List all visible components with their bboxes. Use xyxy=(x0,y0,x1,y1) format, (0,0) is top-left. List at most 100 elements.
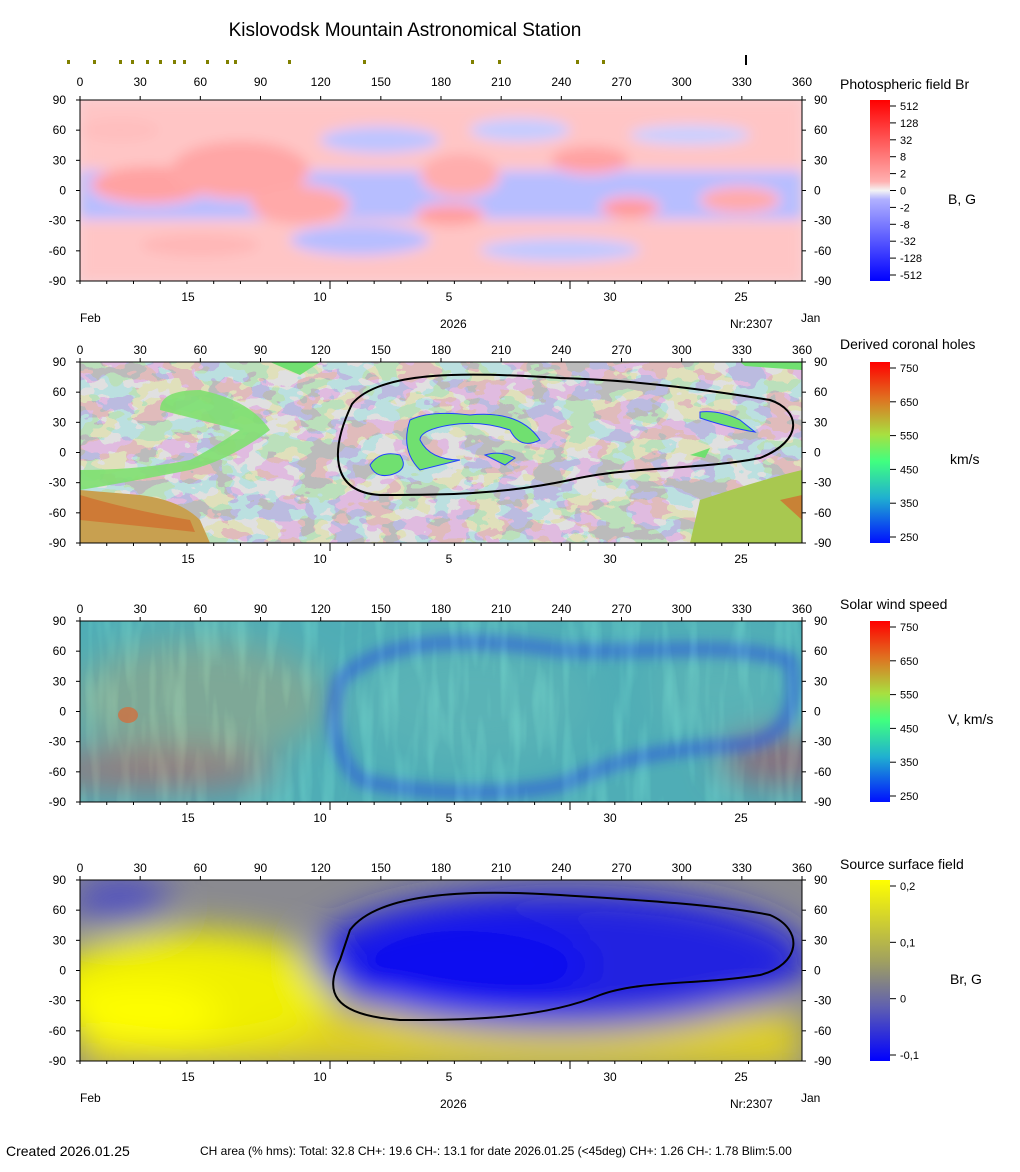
lon-tick-label: 0 xyxy=(77,75,84,89)
lat-tick-label: 60 xyxy=(814,903,828,917)
lat-tick-label: 90 xyxy=(53,873,67,887)
lon-tick-label: 60 xyxy=(194,861,208,875)
ruler-mark xyxy=(363,60,366,64)
lon-tick-label: 240 xyxy=(551,343,571,357)
date-tick-label: 30 xyxy=(603,552,617,566)
lon-tick-label: 30 xyxy=(133,861,147,875)
lon-tick-label: 180 xyxy=(431,861,451,875)
lat-tick-label: 60 xyxy=(53,123,67,137)
lat-tick-label: 30 xyxy=(814,153,828,167)
ruler-mark xyxy=(206,60,209,64)
lat-tick-label: 30 xyxy=(53,933,67,947)
lat-tick-label: -60 xyxy=(49,506,67,520)
colorbar-label: -2 xyxy=(900,202,910,214)
lat-tick-label: 0 xyxy=(59,964,66,978)
ruler-mark xyxy=(602,60,605,64)
ruler-mark xyxy=(119,60,122,64)
date-tick-label: 25 xyxy=(734,811,748,825)
lat-tick-label: 0 xyxy=(814,184,821,198)
date-tick-label: 10 xyxy=(313,290,327,304)
colorbar-label: 128 xyxy=(900,118,918,130)
panel-title-photospheric: Photospheric field Br xyxy=(840,76,970,92)
lon-tick-label: 270 xyxy=(611,343,631,357)
lat-tick-label: -30 xyxy=(49,476,67,490)
lon-tick-label: 330 xyxy=(732,861,752,875)
lon-tick-label: 0 xyxy=(77,861,84,875)
ruler-mark xyxy=(226,60,229,64)
footer-stats: CH area (% hms): Total: 32.8 CH+: 19.6 C… xyxy=(200,1144,792,1158)
date-label-year-bottom: 2026 xyxy=(440,1097,467,1111)
lat-tick-label: 0 xyxy=(814,446,821,460)
date-label-feb: Feb xyxy=(80,311,101,325)
colorbar-label: 450 xyxy=(900,464,918,476)
date-tick-label: 30 xyxy=(603,290,617,304)
date-tick-label: 15 xyxy=(181,811,195,825)
colorbar-label: 650 xyxy=(900,656,918,668)
lat-tick-label: -90 xyxy=(814,274,832,288)
date-tick-label: 10 xyxy=(313,552,327,566)
lon-tick-label: 300 xyxy=(672,343,692,357)
lat-tick-label: -60 xyxy=(49,1024,67,1038)
lat-tick-label: 90 xyxy=(814,355,828,369)
lat-tick-label: 0 xyxy=(59,184,66,198)
lat-tick-label: -90 xyxy=(814,795,832,809)
lon-tick-label: 270 xyxy=(611,75,631,89)
lat-tick-label: 60 xyxy=(53,903,67,917)
lat-tick-label: -90 xyxy=(49,274,67,288)
lat-tick-label: 30 xyxy=(814,415,828,429)
date-tick-label: 5 xyxy=(446,811,453,825)
unit-source-surface: Br, G xyxy=(950,971,982,987)
ruler-mark xyxy=(159,60,162,64)
colorbar-label: -8 xyxy=(900,219,910,231)
lat-tick-label: 60 xyxy=(53,385,67,399)
source-surface-map xyxy=(80,880,802,1061)
colorbar-source-surface xyxy=(870,880,890,1061)
lon-tick-label: 30 xyxy=(133,602,147,616)
ruler-mark xyxy=(173,60,176,64)
lon-tick-label: 150 xyxy=(371,75,391,89)
lon-tick-label: 240 xyxy=(551,75,571,89)
lon-tick-label: 90 xyxy=(254,343,268,357)
colorbar-label: 250 xyxy=(900,791,918,803)
lon-tick-label: 300 xyxy=(672,861,692,875)
date-tick-label: 10 xyxy=(313,1070,327,1084)
lon-tick-label: 150 xyxy=(371,602,391,616)
lon-tick-label: 30 xyxy=(133,75,147,89)
date-tick-label: 30 xyxy=(603,811,617,825)
lon-tick-label: 270 xyxy=(611,602,631,616)
lat-tick-label: -30 xyxy=(814,735,832,749)
ruler-mark xyxy=(131,60,134,64)
lon-tick-label: 90 xyxy=(254,602,268,616)
lat-tick-label: 0 xyxy=(814,705,821,719)
lon-tick-label: 210 xyxy=(491,861,511,875)
lon-tick-label: 240 xyxy=(551,861,571,875)
lat-tick-label: 0 xyxy=(814,964,821,978)
lat-tick-label: 60 xyxy=(814,123,828,137)
unit-coronal-holes: km/s xyxy=(950,451,980,467)
colorbar-label: 512 xyxy=(900,101,918,113)
ruler-mark xyxy=(67,60,70,64)
lon-tick-label: 360 xyxy=(792,861,812,875)
colorbar-label: 550 xyxy=(900,690,918,702)
date-tick-label: 10 xyxy=(313,811,327,825)
lon-tick-label: 90 xyxy=(254,75,268,89)
lat-tick-label: 90 xyxy=(53,355,67,369)
colorbar-solar-wind xyxy=(870,621,890,802)
lat-tick-label: -60 xyxy=(814,506,832,520)
created-date: Created 2026.01.25 xyxy=(6,1143,130,1159)
colorbar-coronal-holes xyxy=(870,362,890,543)
lat-tick-label: 30 xyxy=(814,674,828,688)
lat-tick-label: 0 xyxy=(59,446,66,460)
colorbar-label: 650 xyxy=(900,397,918,409)
colorbar-label: 0 xyxy=(900,186,906,198)
ruler-mark xyxy=(288,60,291,64)
colorbar-label: -512 xyxy=(900,270,922,282)
panel-title-solar-wind: Solar wind speed xyxy=(840,596,948,612)
date-tick-label: 15 xyxy=(181,1070,195,1084)
lat-tick-label: -90 xyxy=(49,1054,67,1068)
lat-tick-label: -60 xyxy=(814,244,832,258)
lat-tick-label: -30 xyxy=(814,476,832,490)
colorbar-label: 8 xyxy=(900,152,906,164)
date-tick-label: 5 xyxy=(446,552,453,566)
colorbar-label: 2 xyxy=(900,169,906,181)
